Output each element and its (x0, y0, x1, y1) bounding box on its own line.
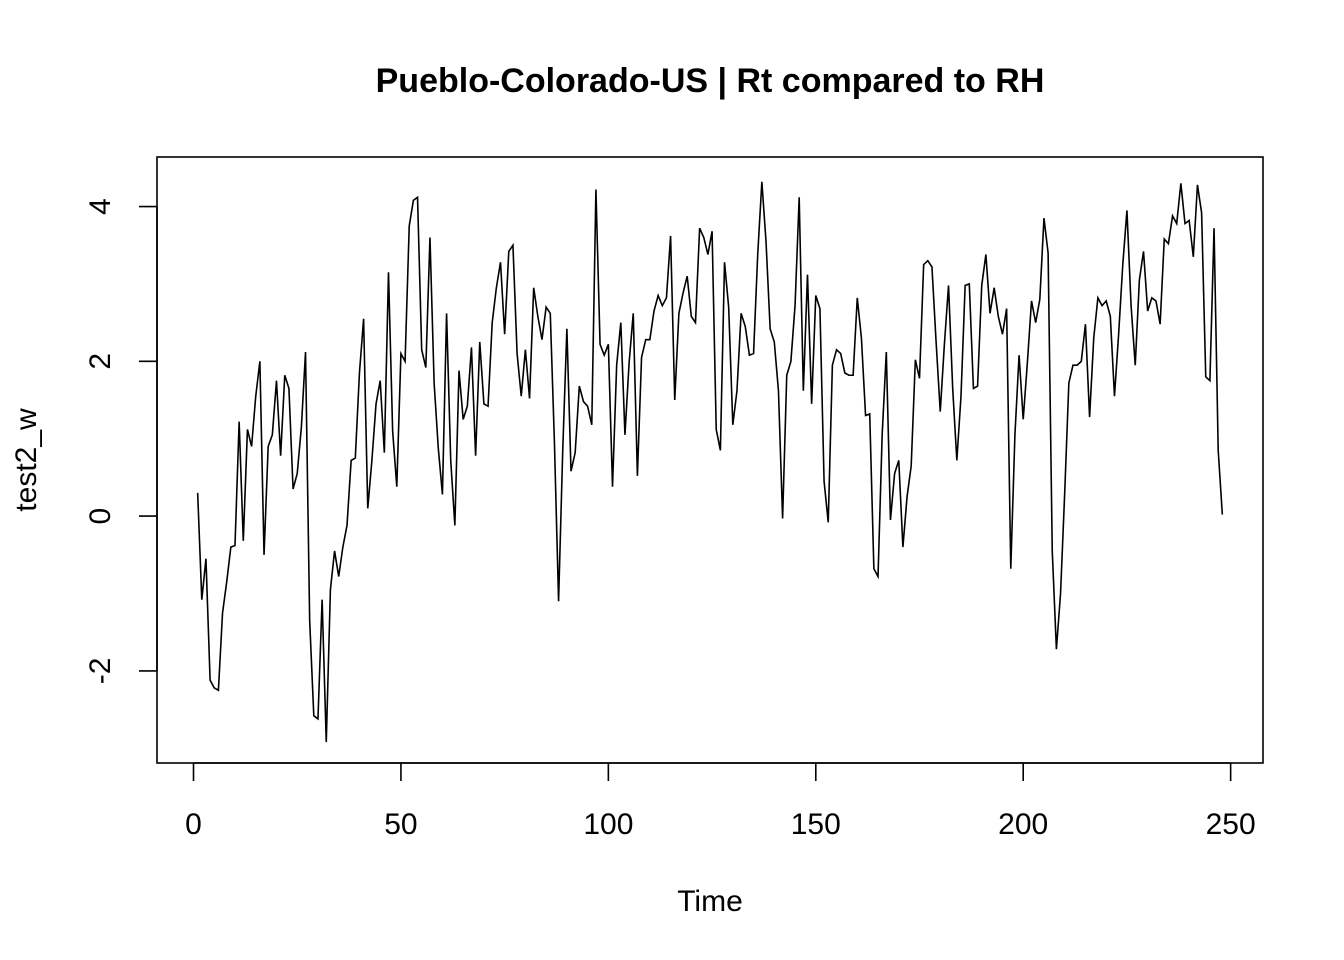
y-tick-label: 4 (84, 198, 117, 215)
chart-title: Pueblo-Colorado-US | Rt compared to RH (376, 62, 1045, 100)
x-axis: 0 50 100 150 200 250 (185, 762, 1256, 841)
x-tick-label: 200 (998, 808, 1048, 841)
y-axis: -2 0 2 4 (84, 198, 158, 685)
x-tick-label: 0 (185, 808, 202, 841)
x-tick-label: 100 (583, 808, 633, 841)
y-tick-label: 2 (84, 353, 117, 370)
y-axis-title: test2_w (10, 408, 43, 512)
x-tick-label: 250 (1206, 808, 1256, 841)
y-tick-label: 0 (84, 508, 117, 525)
series-layer (196, 181, 1224, 743)
x-tick-label: 150 (791, 808, 841, 841)
x-axis-title: Time (677, 885, 743, 918)
x-tick-label: 50 (384, 808, 417, 841)
plot-area-frame (156, 156, 1264, 764)
series-line-1 (196, 181, 1224, 743)
y-tick-label: -2 (84, 658, 117, 685)
